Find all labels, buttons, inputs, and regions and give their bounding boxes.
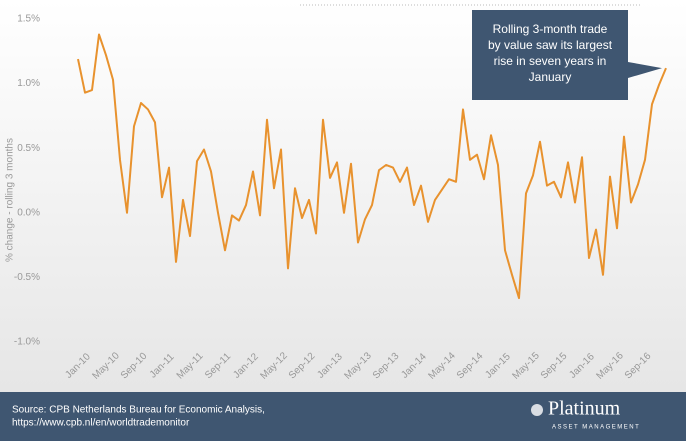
logo: Platinum bbox=[548, 398, 621, 420]
data-line bbox=[77, 33, 667, 300]
logo-subtitle: ASSET MANAGEMENT bbox=[552, 425, 640, 431]
y-tick-label: 1.5% bbox=[17, 14, 40, 25]
annotation-text: January bbox=[529, 70, 572, 84]
y-axis-label: % change - rolling 3 months bbox=[5, 138, 16, 262]
y-tick-label: 1.0% bbox=[17, 78, 40, 89]
annotation-text: by value saw its largest bbox=[488, 38, 613, 52]
annotation-box bbox=[472, 10, 662, 100]
y-tick-label: -1.0% bbox=[14, 337, 40, 348]
source-line: https://www.cpb.nl/en/worldtrademonitor bbox=[12, 418, 190, 429]
y-tick-label: -0.5% bbox=[14, 272, 40, 283]
logo-icon bbox=[531, 404, 543, 416]
y-tick-label: 0.0% bbox=[17, 207, 40, 218]
annotation-text: Rolling 3-month trade bbox=[493, 22, 608, 36]
y-tick-label: 0.5% bbox=[17, 143, 40, 154]
source-line: Source: CPB Netherlands Bureau for Econo… bbox=[12, 405, 265, 416]
footer-bar bbox=[0, 392, 686, 441]
annotation-text: rise in seven years in bbox=[494, 54, 607, 68]
